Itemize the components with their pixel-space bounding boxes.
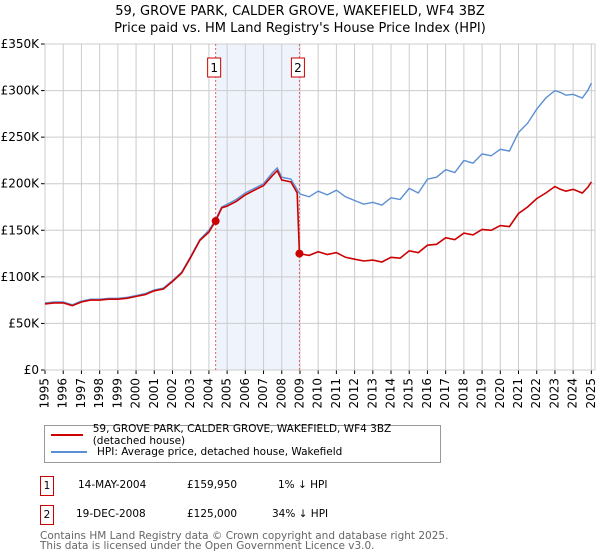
x-tick-label: 2018 [456,378,470,409]
x-tick-label: 2014 [384,378,398,409]
x-tick-label: 2015 [402,378,416,409]
x-tick-label: 1997 [74,378,88,409]
y-tick-label: £50K [8,316,40,330]
x-tick-label: 2008 [274,378,288,409]
chart-title: 59, GROVE PARK, CALDER GROVE, WAKEFIELD,… [115,4,485,19]
x-tick-label: 2019 [475,378,489,409]
transaction-marker-box: 2 [40,505,54,525]
footer-line-2: This data is licensed under the Open Gov… [40,540,375,552]
x-tick-label: 1995 [38,378,52,409]
x-tick-label: 2009 [292,378,306,409]
sale-point [295,249,304,258]
transaction-row: 2 19-DEC-2008 £125,000 34% ↓ HPI [40,505,500,525]
price-chart: 1995 1996 1997 1998 1999 2000 2001 2002 2003 2004… [1,37,598,409]
legend-label-property: 59, GROVE PARK, CALDER GROVE, WAKEFIELD,… [92,423,392,447]
x-tick-label: 2010 [311,378,325,409]
transaction-date: 19-DEC-2008 [76,508,146,520]
x-tick-label: 2004 [201,378,215,409]
x-tick-label: 2025 [584,378,598,409]
transaction-price: £159,950 [187,479,238,491]
hpi-line [44,82,593,306]
x-tick-label: 2001 [147,378,161,409]
x-tick-label: 2002 [165,378,179,409]
transaction-price: £125,000 [187,508,238,520]
legend-item-property: 59, GROVE PARK, CALDER GROVE, WAKEFIELD,… [51,423,440,447]
plot-frame [44,43,596,371]
x-tick-label: 2023 [547,378,561,409]
y-tick-label: £0 [24,363,39,377]
x-tick-label: 2020 [493,378,507,409]
x-tick-label: 2022 [529,378,543,409]
x-tick-label: 2021 [511,378,525,409]
x-tick-label: 2006 [238,378,252,409]
sale-label: 2 [294,61,302,75]
sale-label-box [290,57,305,78]
x-tick-label: 1998 [92,378,106,409]
transaction-hpi-diff: 1% ↓ HPI [278,479,328,491]
footer: Contains HM Land Registry data © Crown c… [40,530,449,552]
transaction-date: 14-MAY-2004 [78,479,147,491]
x-tick-label: 2013 [365,378,379,409]
chart-subtitle: Price paid vs. HM Land Registry's House … [114,21,486,36]
x-tick-label: 2003 [183,378,197,409]
y-tick-label: £150K [1,223,41,237]
y-tick-label: £100K [1,270,41,284]
legend-label-hpi: HPI: Average price, detached house, Wake… [97,446,343,458]
y-tick-label: £350K [1,37,41,51]
y-tick-label: £250K [1,130,41,144]
x-tick-label: 2007 [256,378,270,409]
x-tick-label: 2024 [566,378,580,409]
sale-label: 1 [210,61,218,75]
y-tick-label: £300K [1,84,41,98]
legend-line-hpi [51,451,87,453]
x-tick-label: 2016 [420,378,434,409]
x-tick-label: 2012 [347,378,361,409]
legend-item-hpi: HPI: Average price, detached house, Wake… [51,444,342,460]
legend-line-property [51,434,83,436]
x-tick-label: 1996 [56,378,70,409]
property-price-line [44,169,593,307]
transaction-row: 1 14-MAY-2004 £159,950 1% ↓ HPI [40,476,500,496]
x-tick-label: 1999 [110,378,124,409]
legend: 59, GROVE PARK, CALDER GROVE, WAKEFIELD,… [44,423,441,463]
sale-period-shade [215,44,300,370]
x-tick-label: 2011 [329,378,343,409]
transaction-marker-box: 1 [40,476,54,496]
transaction-hpi-diff: 34% ↓ HPI [272,508,329,520]
x-tick-label: 2005 [220,378,234,409]
footer-line-1: Contains HM Land Registry data © Crown c… [40,530,449,542]
x-tick-label: 2000 [129,378,143,409]
sale-label-box [207,57,222,78]
sale-point [211,217,220,226]
x-tick-label: 2017 [438,378,452,409]
y-tick-label: £200K [1,177,41,191]
